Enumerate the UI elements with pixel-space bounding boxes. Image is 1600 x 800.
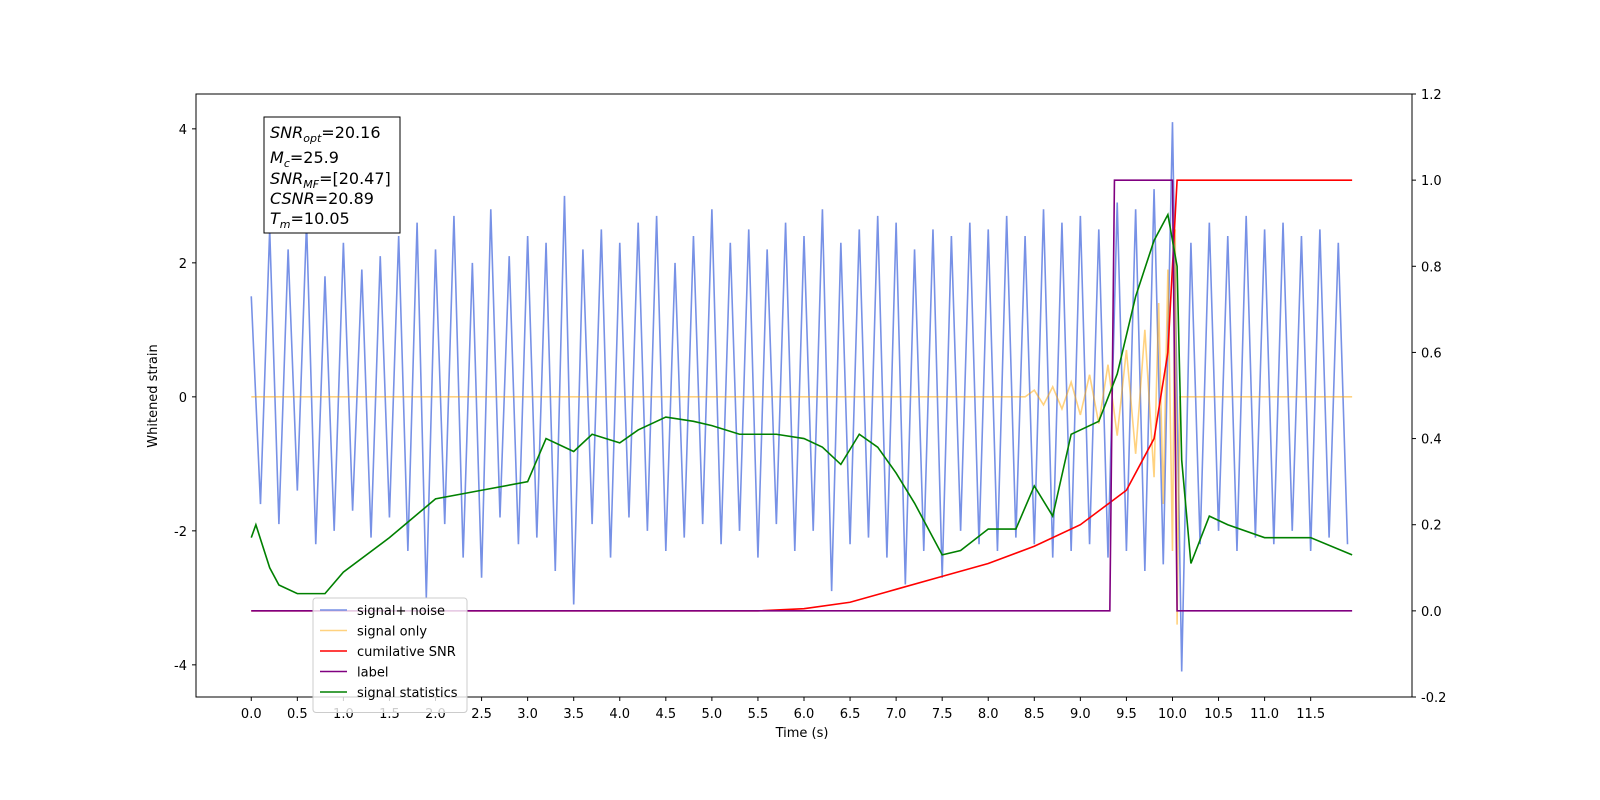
x-tick-label: 6.5: [840, 707, 861, 722]
annotation-value: =20.16: [321, 123, 380, 142]
legend-label: signal statistics: [357, 686, 458, 701]
y-tick-label: 0: [179, 391, 187, 406]
y2-tick-label: 1.0: [1421, 174, 1442, 189]
y2-tick-label: 0.0: [1421, 605, 1442, 620]
y-tick-label: -4: [174, 659, 187, 674]
y2-tick-label: -0.2: [1421, 691, 1446, 706]
x-tick-label: 0.0: [241, 707, 262, 722]
legend-label: signal only: [357, 625, 427, 640]
x-tick-label: 3.0: [517, 707, 538, 722]
x-tick-label: 7.5: [932, 707, 953, 722]
x-tick-label: 10.5: [1204, 707, 1233, 722]
x-tick-label: 5.0: [702, 707, 723, 722]
annotation-subscript: MF: [303, 178, 319, 191]
annotation-line: Mc=25.9: [270, 148, 339, 170]
annotation-value: =20.89: [315, 189, 374, 208]
y2-tick-label: 0.8: [1421, 260, 1442, 275]
y2-tick-label: 0.2: [1421, 519, 1442, 534]
annotation-subscript: m: [280, 218, 291, 231]
x-tick-label: 9.0: [1070, 707, 1091, 722]
annotation-line: CSNR=20.89: [270, 189, 374, 208]
x-tick-label: 8.0: [978, 707, 999, 722]
legend-label: cumilative SNR: [357, 645, 456, 660]
x-tick-label: 2.5: [471, 707, 492, 722]
annotation-value: =[20.47]: [319, 169, 391, 188]
x-tick-label: 7.0: [886, 707, 907, 722]
y-tick-label: -2: [174, 525, 187, 540]
annotation-symbol: M: [270, 148, 284, 167]
x-tick-label: 8.5: [1024, 707, 1045, 722]
legend-label: label: [357, 666, 388, 681]
annotation-symbol: SNR: [270, 169, 303, 188]
y-tick-label: 2: [179, 257, 187, 272]
x-tick-label: 5.5: [748, 707, 769, 722]
x-tick-label: 4.5: [655, 707, 676, 722]
x-tick-label: 0.5: [287, 707, 308, 722]
y2-tick-label: 1.2: [1421, 88, 1442, 103]
x-tick-label: 4.0: [609, 707, 630, 722]
x-axis-label: Time (s): [775, 726, 829, 741]
annotation-line: SNRMF=[20.47]: [270, 169, 391, 191]
y2-tick-label: 0.4: [1421, 433, 1442, 448]
annotation-box: [263, 116, 401, 234]
x-tick-label: 3.5: [563, 707, 584, 722]
annotation-subscript: opt: [303, 132, 322, 145]
annotation-value: =10.05: [291, 209, 350, 228]
y-axis-label: Whitened strain: [146, 344, 161, 447]
legend-box: [312, 597, 468, 713]
x-tick-label: 11.5: [1296, 707, 1325, 722]
series-line: [251, 179, 1353, 612]
legend-label: signal+ noise: [357, 604, 445, 619]
x-tick-label: 9.5: [1116, 707, 1137, 722]
x-tick-label: 6.0: [794, 707, 815, 722]
annotation-symbol: SNR: [270, 123, 303, 142]
annotation-line: SNRopt=20.16: [270, 123, 381, 145]
annotation-value: =25.9: [290, 148, 339, 167]
annotation-subscript: c: [284, 157, 290, 170]
annotation-symbol: T: [270, 209, 281, 228]
y-tick-label: 4: [179, 123, 187, 138]
series-line: [251, 179, 1353, 612]
series-line: [250, 212, 1353, 595]
x-tick-label: 10.0: [1158, 707, 1187, 722]
annotation-line: Tm=10.05: [270, 209, 350, 231]
series-line: [250, 122, 1349, 672]
series-line: [251, 229, 1353, 625]
y2-tick-label: 0.6: [1421, 346, 1442, 361]
x-tick-label: 11.0: [1250, 707, 1279, 722]
annotation-symbol: CSNR: [270, 189, 315, 208]
